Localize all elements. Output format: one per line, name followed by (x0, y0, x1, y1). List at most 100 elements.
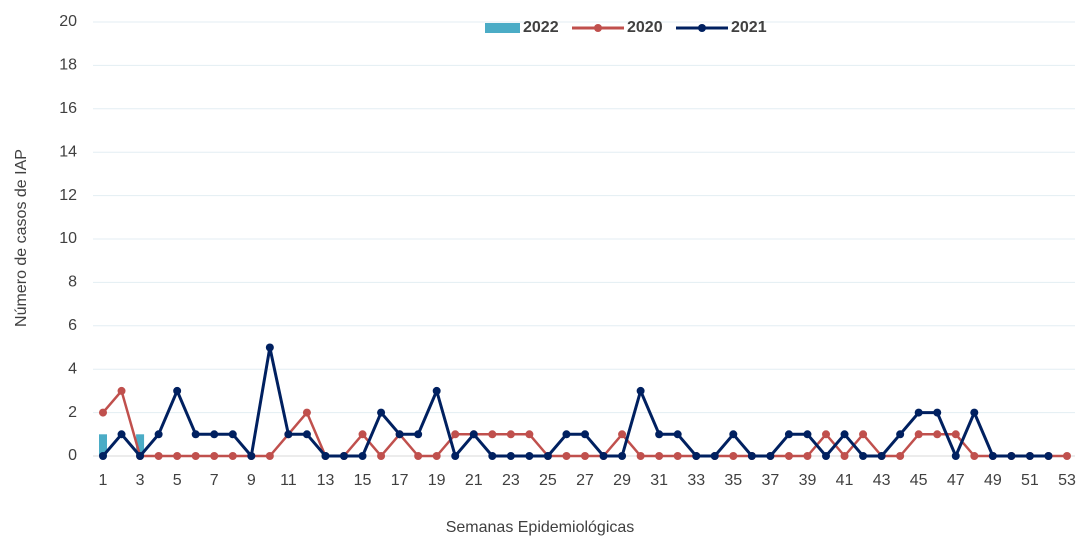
marker (859, 452, 868, 460)
marker (692, 452, 701, 460)
x-tick-label: 27 (576, 472, 594, 489)
y-tick-label: 0 (68, 447, 77, 464)
x-tick-label: 29 (613, 472, 631, 489)
y-tick-label: 16 (59, 100, 77, 117)
marker (265, 343, 274, 352)
x-tick-label: 9 (247, 472, 256, 489)
x-tick-label: 11 (280, 472, 297, 489)
x-tick-label: 1 (99, 472, 108, 489)
x-tick-label: 41 (836, 472, 854, 489)
marker (525, 452, 534, 460)
marker (414, 452, 423, 460)
legend-marker (698, 24, 706, 32)
marker (581, 452, 589, 460)
x-tick-label: 35 (724, 472, 742, 489)
marker (618, 452, 627, 460)
marker (247, 452, 256, 460)
y-axis-title: Número de casos de IAP (13, 149, 30, 327)
x-tick-label: 21 (465, 472, 483, 489)
legend-label: 2020 (627, 19, 663, 36)
marker (951, 430, 960, 439)
marker (803, 430, 812, 439)
marker (729, 452, 738, 460)
marker (117, 386, 126, 395)
x-tick-label: 33 (687, 472, 705, 489)
marker (340, 452, 348, 460)
marker (933, 430, 942, 439)
bar (136, 434, 145, 456)
marker (302, 430, 311, 439)
marker (766, 452, 775, 460)
x-tick-label: 5 (173, 472, 182, 489)
marker (228, 452, 237, 460)
marker (451, 452, 460, 460)
marker (191, 452, 200, 460)
bar (99, 434, 107, 456)
x-tick-label: 43 (873, 472, 891, 489)
marker (988, 452, 997, 460)
marker (914, 408, 923, 417)
marker (377, 452, 386, 460)
marker (210, 430, 219, 439)
line (102, 389, 1067, 458)
marker (562, 430, 571, 439)
marker (673, 452, 682, 460)
marker (877, 452, 886, 460)
marker (840, 430, 849, 439)
marker (1025, 452, 1034, 460)
x-tick-label: 51 (1021, 472, 1039, 489)
marker (469, 430, 478, 439)
marker (432, 452, 441, 460)
x-tick-label: 19 (428, 472, 446, 489)
marker (803, 452, 812, 460)
marker (488, 452, 497, 460)
x-tick-label: 17 (391, 472, 409, 489)
x-tick-label: 15 (354, 472, 372, 489)
marker (117, 430, 126, 439)
marker (451, 430, 460, 439)
marker (543, 452, 552, 460)
marker (154, 452, 163, 460)
marker (284, 430, 293, 439)
marker (951, 452, 960, 460)
x-tick-label: 23 (502, 472, 520, 489)
marker (358, 430, 367, 439)
marker (636, 452, 645, 460)
y-tick-label: 4 (68, 360, 77, 377)
x-axis-title: Semanas Epidemiológicas (446, 519, 635, 536)
marker (599, 452, 608, 460)
marker (506, 452, 515, 460)
marker (970, 452, 979, 460)
marker (358, 452, 367, 460)
marker (562, 452, 571, 460)
marker (618, 430, 627, 439)
marker (395, 430, 404, 439)
marker (970, 408, 979, 417)
marker (525, 430, 534, 439)
marker (1063, 452, 1071, 460)
marker (228, 430, 237, 439)
marker (636, 386, 645, 395)
x-tick-label: 47 (947, 472, 965, 489)
x-tick-label: 13 (317, 472, 335, 489)
marker (840, 452, 849, 460)
marker (173, 386, 182, 395)
marker (191, 430, 200, 439)
legend-label: 2021 (731, 19, 767, 36)
x-tick-label: 31 (650, 472, 668, 489)
marker (933, 408, 942, 417)
legend-swatch (485, 23, 520, 33)
marker (265, 452, 274, 460)
marker (488, 430, 497, 439)
marker (173, 452, 182, 460)
x-tick-label: 49 (984, 472, 1002, 489)
marker (432, 386, 441, 395)
marker (581, 430, 589, 439)
marker (914, 430, 923, 439)
marker (896, 430, 905, 439)
marker (377, 408, 386, 417)
marker (859, 430, 868, 439)
marker (784, 430, 793, 439)
legend-marker (594, 24, 602, 32)
